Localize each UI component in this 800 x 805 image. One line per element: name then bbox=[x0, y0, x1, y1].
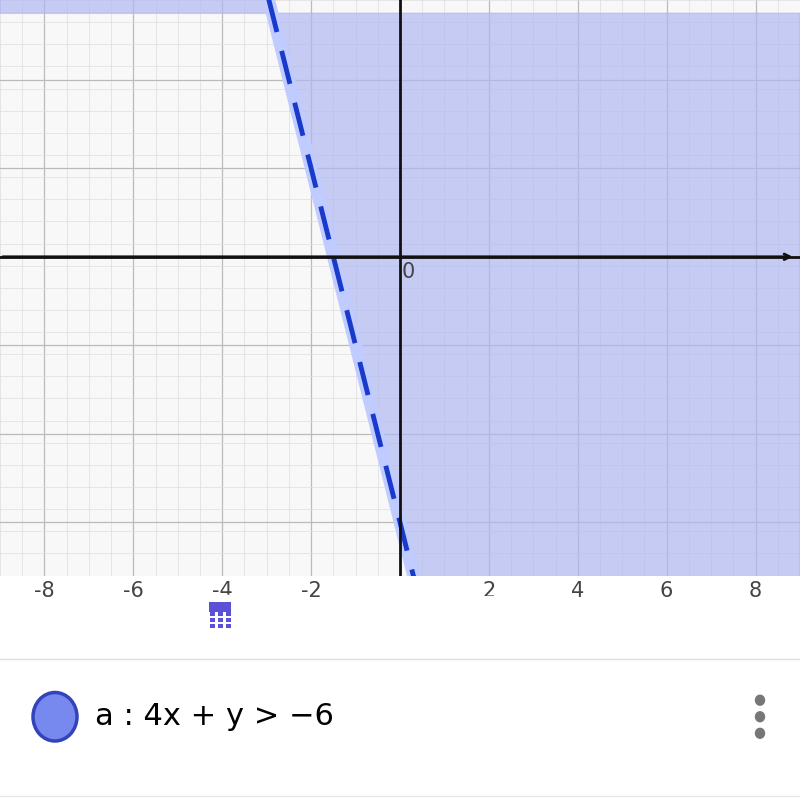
Circle shape bbox=[755, 712, 765, 722]
Polygon shape bbox=[360, 602, 382, 624]
FancyBboxPatch shape bbox=[226, 618, 231, 621]
FancyBboxPatch shape bbox=[210, 612, 215, 616]
Circle shape bbox=[755, 729, 765, 738]
Circle shape bbox=[33, 692, 77, 741]
FancyBboxPatch shape bbox=[218, 618, 223, 621]
FancyBboxPatch shape bbox=[484, 596, 516, 606]
FancyBboxPatch shape bbox=[210, 618, 215, 621]
FancyBboxPatch shape bbox=[486, 608, 494, 630]
FancyBboxPatch shape bbox=[508, 608, 516, 630]
FancyBboxPatch shape bbox=[218, 612, 223, 616]
FancyBboxPatch shape bbox=[205, 595, 235, 633]
Text: 0: 0 bbox=[402, 262, 414, 283]
Text: v: v bbox=[641, 600, 659, 628]
FancyBboxPatch shape bbox=[209, 602, 231, 612]
FancyBboxPatch shape bbox=[210, 624, 215, 628]
FancyBboxPatch shape bbox=[218, 624, 223, 628]
Text: a : 4x + y > −6: a : 4x + y > −6 bbox=[95, 702, 334, 731]
FancyBboxPatch shape bbox=[226, 624, 231, 628]
FancyBboxPatch shape bbox=[497, 608, 505, 630]
FancyBboxPatch shape bbox=[226, 612, 231, 616]
Circle shape bbox=[755, 696, 765, 705]
